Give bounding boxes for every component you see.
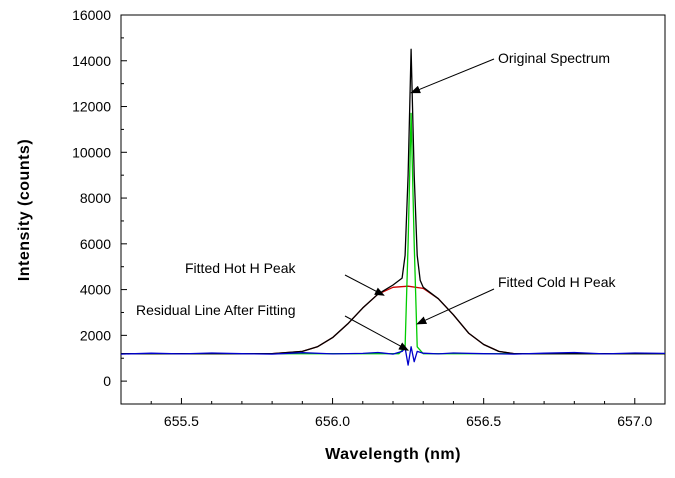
series-residual-line xyxy=(120,346,666,366)
annotation-label-hot: Fitted Hot H Peak xyxy=(185,260,296,276)
annotation-arrow-hot xyxy=(344,274,385,296)
annotation-layer: Original Spectrum Fitted Hot H Peak Fitted… xyxy=(136,50,616,351)
y-tick-label: 4000 xyxy=(80,282,111,298)
series-original-line xyxy=(121,48,665,355)
plot-frame xyxy=(120,14,666,405)
y-tick-label: 6000 xyxy=(80,236,111,252)
y-tick-label: 0 xyxy=(103,373,111,389)
y-tick-label: 16000 xyxy=(72,7,111,23)
series-hot-line xyxy=(121,285,665,355)
x-tick-label: 655.5 xyxy=(164,413,199,429)
y-tick-label: 8000 xyxy=(80,190,111,206)
x-tick-label: 656.5 xyxy=(466,413,501,429)
y-tick-label: 10000 xyxy=(72,144,111,160)
x-tick-label: 656.0 xyxy=(315,413,350,429)
y-axis: 0 2000 4000 6000 8000 10000 12000 14000 16000 xyxy=(72,7,127,405)
y-tick-label: 2000 xyxy=(80,327,111,343)
annotation-arrow-original xyxy=(410,58,495,94)
y-tick-label: 14000 xyxy=(72,53,111,69)
annotation-label-residual: Residual Line After Fitting xyxy=(136,302,296,318)
series-layer xyxy=(120,48,666,366)
annotation-label-cold: Fitted Cold H Peak xyxy=(498,274,616,290)
y-axis-title: Intensity (counts) xyxy=(16,139,33,281)
annotation-arrow-cold xyxy=(416,288,495,325)
y-tick-label: 12000 xyxy=(72,99,111,115)
x-axis-title: Wavelength (nm) xyxy=(325,446,461,463)
x-tick-label: 657.0 xyxy=(617,413,652,429)
annotation-arrow-residual xyxy=(344,315,409,351)
annotation-label-original: Original Spectrum xyxy=(498,50,610,66)
x-axis: 655.5 656.0 656.5 657.0 xyxy=(150,398,653,429)
